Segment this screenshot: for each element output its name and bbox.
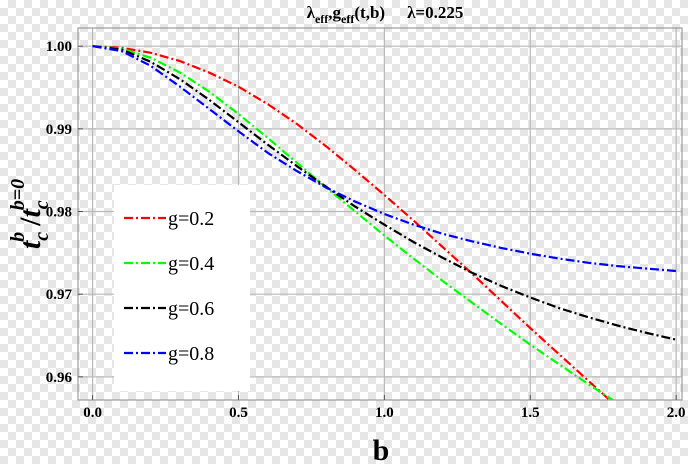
legend-label: g=0.4 bbox=[168, 253, 214, 275]
x-tick-label: 0.0 bbox=[83, 405, 102, 421]
y-tick-label: 0.96 bbox=[46, 370, 73, 386]
ylabel-b-sup: b bbox=[7, 232, 29, 242]
y-tick-label: 1.00 bbox=[46, 39, 72, 55]
title-param: λ=0.225 bbox=[407, 3, 463, 22]
y-tick-label: 0.97 bbox=[46, 287, 73, 303]
title-args: (t,b) bbox=[354, 3, 385, 22]
svg-text:tcb/tcb=0: tcb/tcb=0 bbox=[7, 179, 53, 249]
ylabel-c2-sub: c bbox=[31, 200, 53, 209]
legend: g=0.2 g=0.4 g=0.6 g=0.8 bbox=[124, 208, 214, 365]
x-axis-ticks: 0.0 0.5 1.0 1.5 2.0 bbox=[83, 395, 686, 421]
title-eff-subscript: eff bbox=[315, 12, 329, 26]
legend-box bbox=[114, 185, 250, 391]
x-tick-label: 1.0 bbox=[375, 405, 394, 421]
y-tick-label: 0.99 bbox=[46, 122, 72, 138]
y-axis-label: tcb/tcb=0 bbox=[7, 179, 53, 249]
y-axis-ticks: 0.96 0.97 0.98 0.99 1.00 bbox=[46, 39, 83, 386]
series-line-g=0.8 bbox=[92, 45, 677, 273]
x-axis-label: b bbox=[373, 434, 390, 464]
ylabel-slash: / bbox=[14, 217, 47, 227]
series-lines bbox=[92, 45, 677, 400]
title-geff-subscript: eff bbox=[341, 12, 355, 26]
x-tick-label: 2.0 bbox=[667, 405, 686, 421]
legend-label: g=0.8 bbox=[168, 343, 214, 365]
x-tick-label: 1.5 bbox=[521, 405, 540, 421]
ylabel-c-sub: c bbox=[31, 232, 53, 241]
ylabel-t2: t bbox=[14, 208, 47, 218]
x-tick-label: 0.5 bbox=[229, 405, 248, 421]
legend-label: g=0.6 bbox=[168, 298, 214, 320]
series-line-g=0.4 bbox=[92, 45, 615, 400]
legend-label: g=0.2 bbox=[168, 208, 214, 230]
series-line-g=0.2 bbox=[92, 45, 612, 400]
series-line-g=0.6 bbox=[92, 45, 677, 341]
plot-frame bbox=[77, 27, 683, 401]
ylabel-b0-sup: b=0 bbox=[7, 179, 29, 210]
y-tick-label: 0.98 bbox=[46, 205, 72, 221]
chart-title: λeff,geff(t,b) λ=0.225 bbox=[307, 3, 464, 26]
title-g: ,g bbox=[328, 3, 341, 22]
title-lambda: λ bbox=[307, 3, 316, 22]
ylabel-t: t bbox=[14, 239, 47, 249]
